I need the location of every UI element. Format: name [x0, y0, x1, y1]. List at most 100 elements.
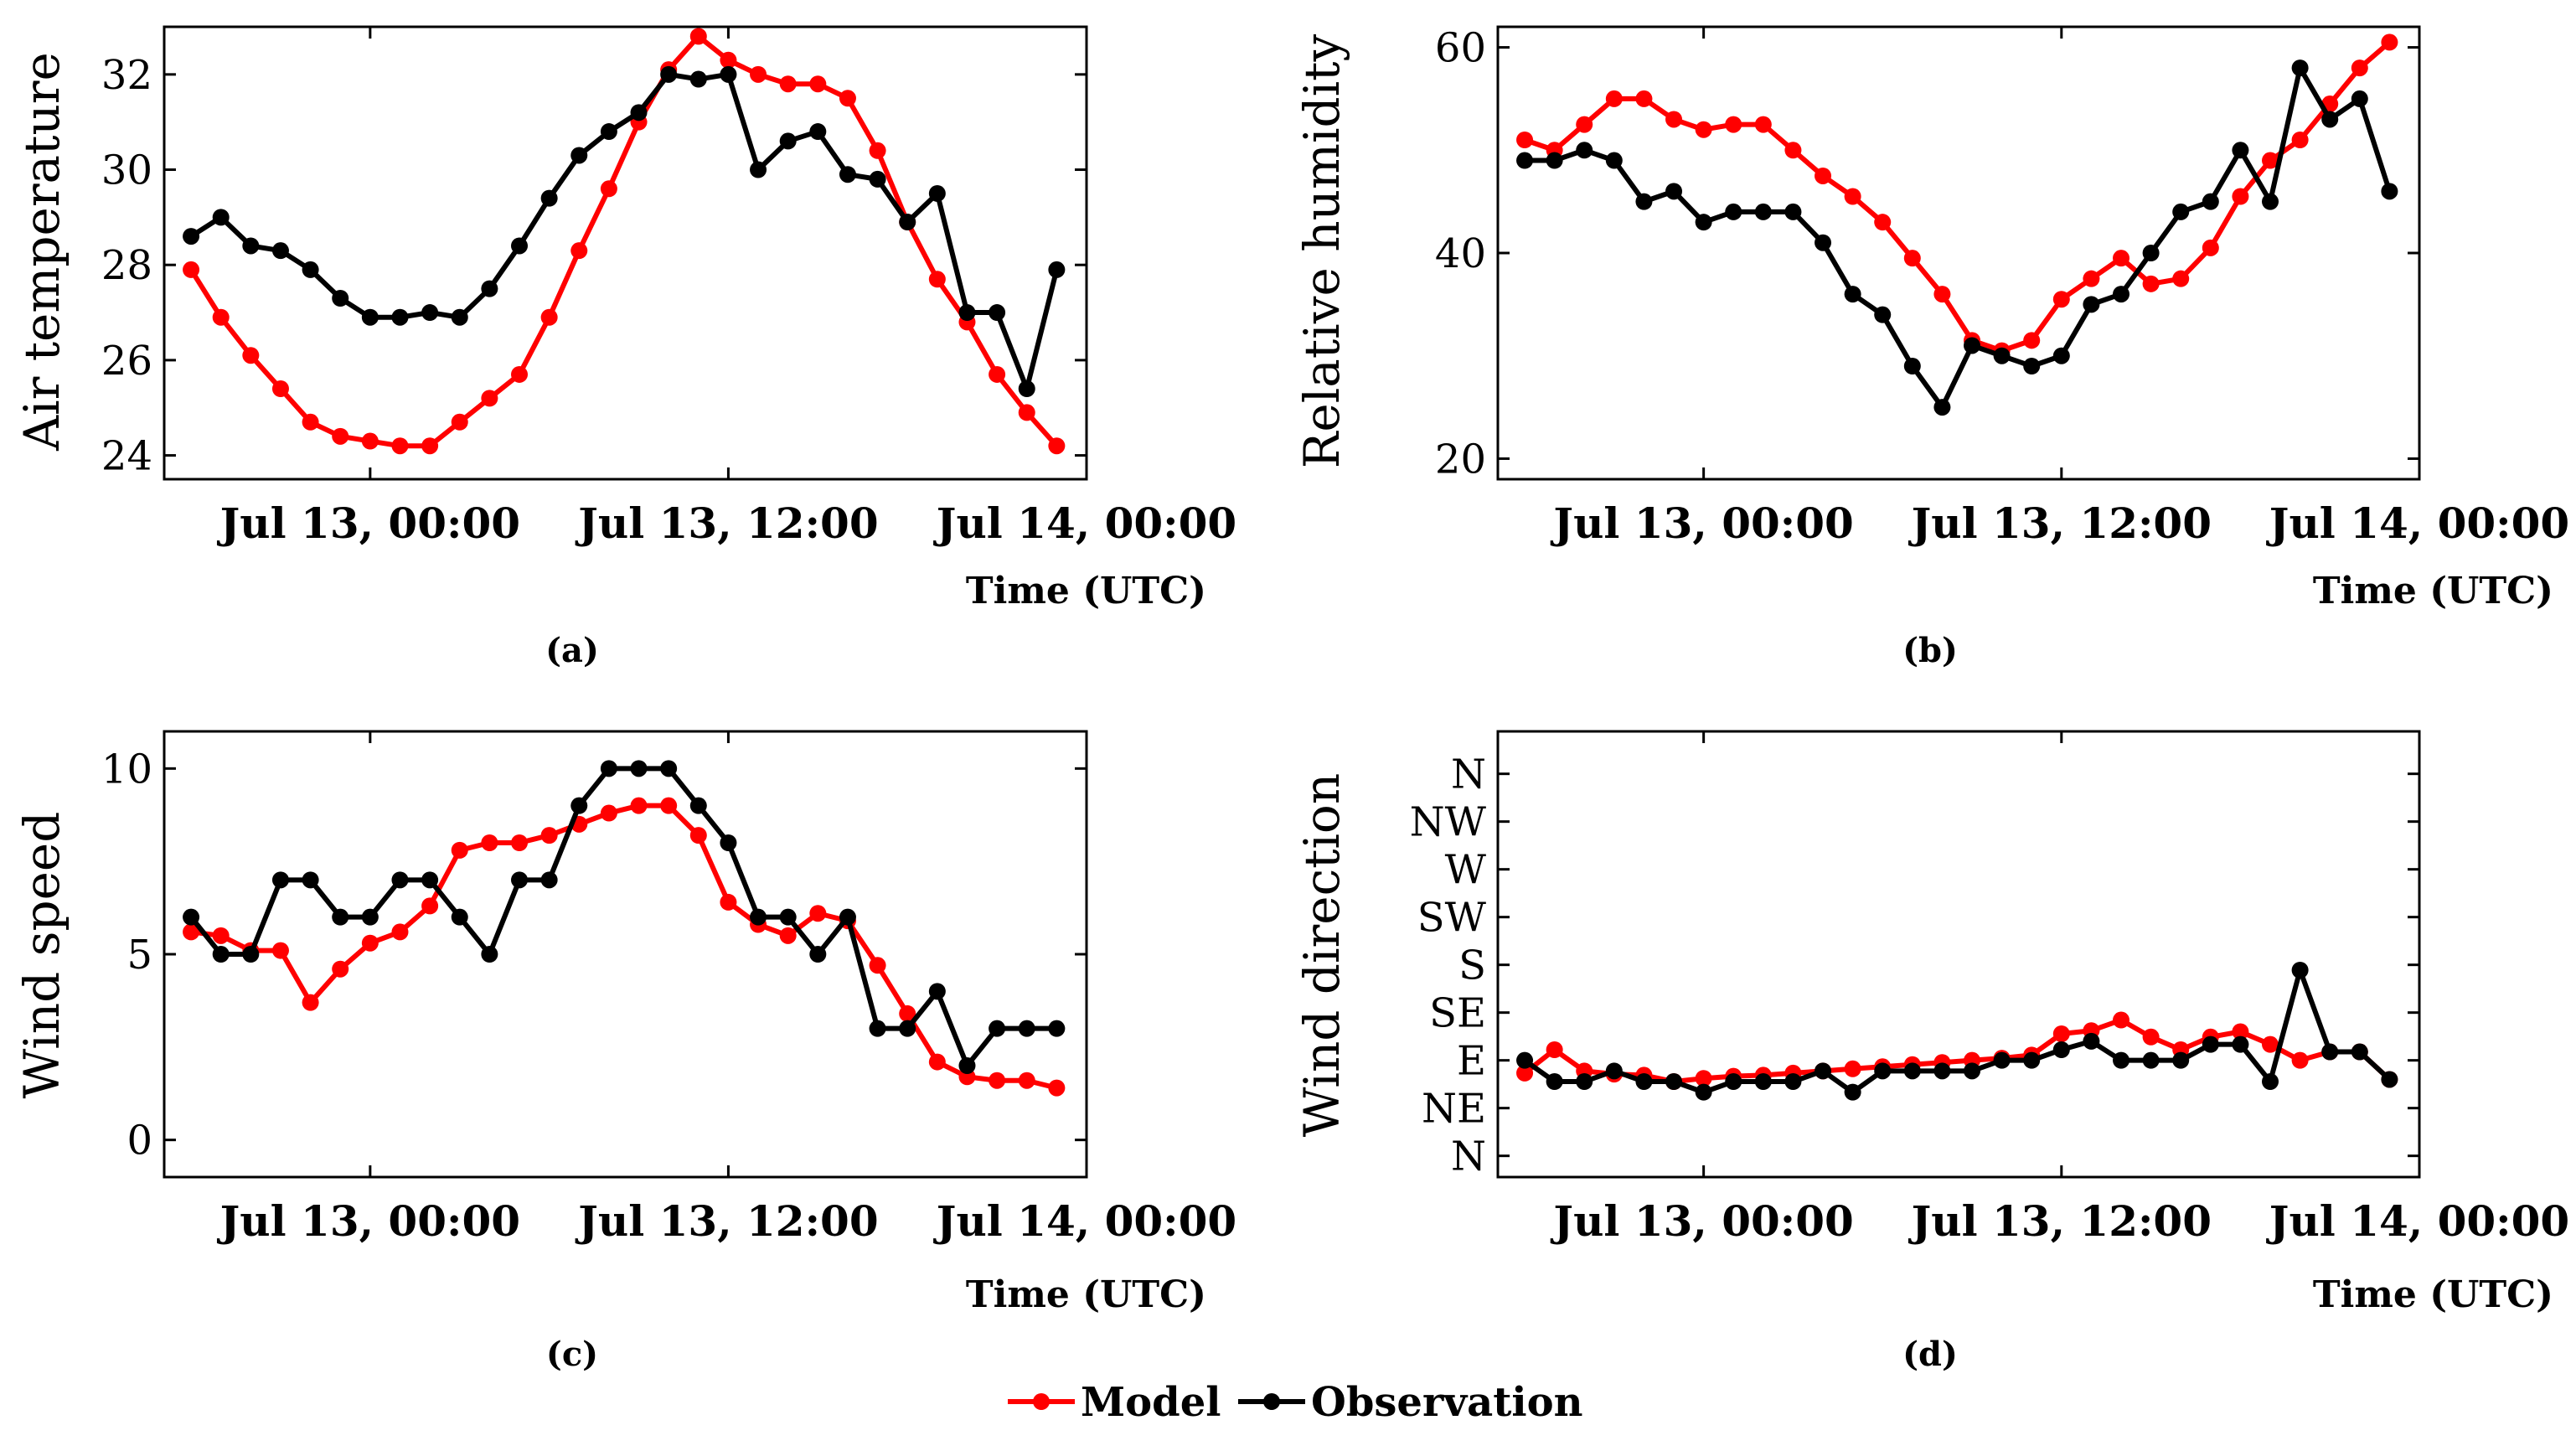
relative-humidity-model-point: [2351, 59, 2368, 77]
wind-direction-observation-point: [1903, 1062, 1921, 1080]
wind-speed-model-point: [989, 1072, 1006, 1089]
air-temperature-observation-point: [1018, 380, 1035, 397]
air-temperature-observation-point: [540, 189, 558, 207]
wind-direction-observation-point: [1635, 1073, 1653, 1090]
wind-direction-observation-point: [1933, 1062, 1951, 1080]
wind-direction-observation-point: [1605, 1062, 1623, 1080]
wind-speed-y-tick-label: 10: [101, 746, 152, 793]
legend-model-marker: [1033, 1393, 1050, 1410]
wind-direction-model-point: [2232, 1023, 2249, 1041]
relative-humidity-model-point: [1725, 116, 1742, 133]
wind-direction-observation-point: [2381, 1071, 2398, 1088]
wind-speed-observation-point: [839, 908, 856, 926]
relative-humidity-observation-point: [1844, 286, 1861, 303]
air-temperature-model-point: [809, 75, 827, 93]
air-temperature-observation-point: [989, 304, 1006, 322]
wind-speed-observation-point: [242, 946, 260, 963]
wind-speed-observation-point: [361, 908, 379, 926]
wind-speed-model-point: [451, 841, 468, 859]
wind-speed-observation-point: [989, 1020, 1006, 1037]
air-temperature-observation-point: [361, 308, 379, 326]
relative-humidity-observation-point: [2291, 59, 2309, 77]
wind-speed-observation-point: [183, 908, 200, 926]
air-temperature-model-point: [540, 308, 558, 326]
wind-direction-model-point: [2262, 1035, 2279, 1053]
air-temperature-observation-point: [600, 123, 617, 141]
relative-humidity-observation-point: [1903, 358, 1921, 374]
relative-humidity-observation-point: [1605, 152, 1623, 169]
relative-humidity-observation-point: [2232, 142, 2249, 159]
wind-speed-observation-point: [958, 1057, 976, 1074]
wind-direction-observation-point: [2142, 1051, 2160, 1069]
wind-direction-observation-point: [2232, 1035, 2249, 1053]
wind-speed-axes-frame: [163, 730, 1088, 1179]
relative-humidity-observation-point: [1993, 347, 2011, 364]
air-temperature-observation-point: [1048, 261, 1066, 278]
wind-direction-y-tick-label: W: [1445, 847, 1487, 894]
air-temperature-model-point: [839, 90, 856, 107]
relative-humidity-observation-point: [1695, 214, 1712, 231]
wind-speed-model-line: [190, 803, 1058, 1091]
wind-direction-y-tick-label: S: [1458, 942, 1486, 989]
relative-humidity-model-point: [2381, 34, 2398, 51]
relative-humidity-observation-point: [2142, 245, 2160, 261]
air-temperature-x-axis-label: Time (UTC): [966, 570, 1206, 612]
air-temperature-model-point: [779, 75, 797, 93]
wind-speed-model-point: [212, 927, 230, 944]
air-temperature-panel: Jul 13, 00:00 Jul 13, 12:00 Jul 14, 00:00 2…: [13, 25, 1236, 670]
wind-direction-observation-point: [1665, 1073, 1683, 1090]
relative-humidity-model-point: [2202, 239, 2219, 256]
wind-speed-observation-point: [302, 871, 319, 889]
wind-speed-model-point: [1018, 1072, 1035, 1089]
air-temperature-model-point: [421, 437, 439, 455]
wind-direction-model-point: [2142, 1028, 2160, 1046]
wind-speed-y-axis-label: Wind speed: [13, 812, 70, 1099]
relative-humidity-model-point: [1665, 111, 1683, 128]
wind-speed-observation-point: [511, 871, 529, 889]
air-temperature-observation-point: [511, 237, 529, 255]
air-temperature-model-point: [689, 28, 707, 45]
air-temperature-observation-point: [183, 228, 200, 245]
air-temperature-model-point: [242, 347, 260, 364]
wind-direction-observation-point: [1576, 1073, 1593, 1090]
wind-direction-observation-point: [1815, 1062, 1832, 1080]
relative-humidity-model-point: [2291, 132, 2309, 148]
wind-speed-model-point: [391, 923, 409, 941]
relative-humidity-model-point: [1903, 250, 1921, 267]
relative-humidity-axes-frame: [1496, 25, 2421, 481]
wind-speed-model-point: [481, 834, 498, 851]
relative-humidity-model-point: [1754, 116, 1772, 133]
wind-speed-observation-point: [391, 871, 409, 889]
relative-humidity-observation-point: [2262, 193, 2279, 210]
relative-humidity-model-point: [1933, 286, 1951, 303]
relative-humidity-y-tick-label: 20: [1435, 436, 1486, 483]
relative-humidity-panel-label: (b): [1902, 631, 1958, 670]
wind-speed-model-point: [660, 797, 678, 814]
wind-speed-model-point: [511, 834, 529, 851]
relative-humidity-model-point: [2113, 250, 2130, 267]
relative-humidity-observation-point: [1784, 203, 1802, 220]
air-temperature-y-tick-label: 24: [101, 433, 152, 480]
air-temperature-observation-point: [869, 170, 886, 188]
wind-direction-observation-point: [1784, 1073, 1802, 1090]
air-temperature-observation-point: [332, 290, 349, 307]
relative-humidity-observation-point: [2202, 193, 2219, 210]
relative-humidity-model-point: [1784, 142, 1802, 159]
relative-humidity-observation-point: [2113, 286, 2130, 303]
air-temperature-x-tick-label: Jul 14, 00:00: [933, 498, 1236, 548]
legend-model-label: Model: [1081, 1379, 1221, 1426]
wind-direction-y-tick-label: E: [1457, 1038, 1486, 1085]
wind-direction-observation-point: [2172, 1051, 2190, 1069]
relative-humidity-observation-point: [1516, 152, 1534, 169]
air-temperature-model-point: [451, 413, 468, 431]
wind-speed-model-point: [271, 942, 289, 959]
wind-speed-model-point: [421, 897, 439, 915]
air-temperature-model-point: [271, 380, 289, 397]
wind-direction-y-tick-label: N: [1451, 751, 1486, 798]
relative-humidity-observation-point: [2321, 111, 2339, 128]
air-temperature-model-point: [1048, 437, 1066, 455]
relative-humidity-model-point: [2262, 152, 2279, 169]
wind-speed-model-point: [361, 934, 379, 952]
wind-direction-x-tick-label: Jul 13, 12:00: [1908, 1196, 2212, 1246]
relative-humidity-observation-point: [1874, 306, 1892, 323]
